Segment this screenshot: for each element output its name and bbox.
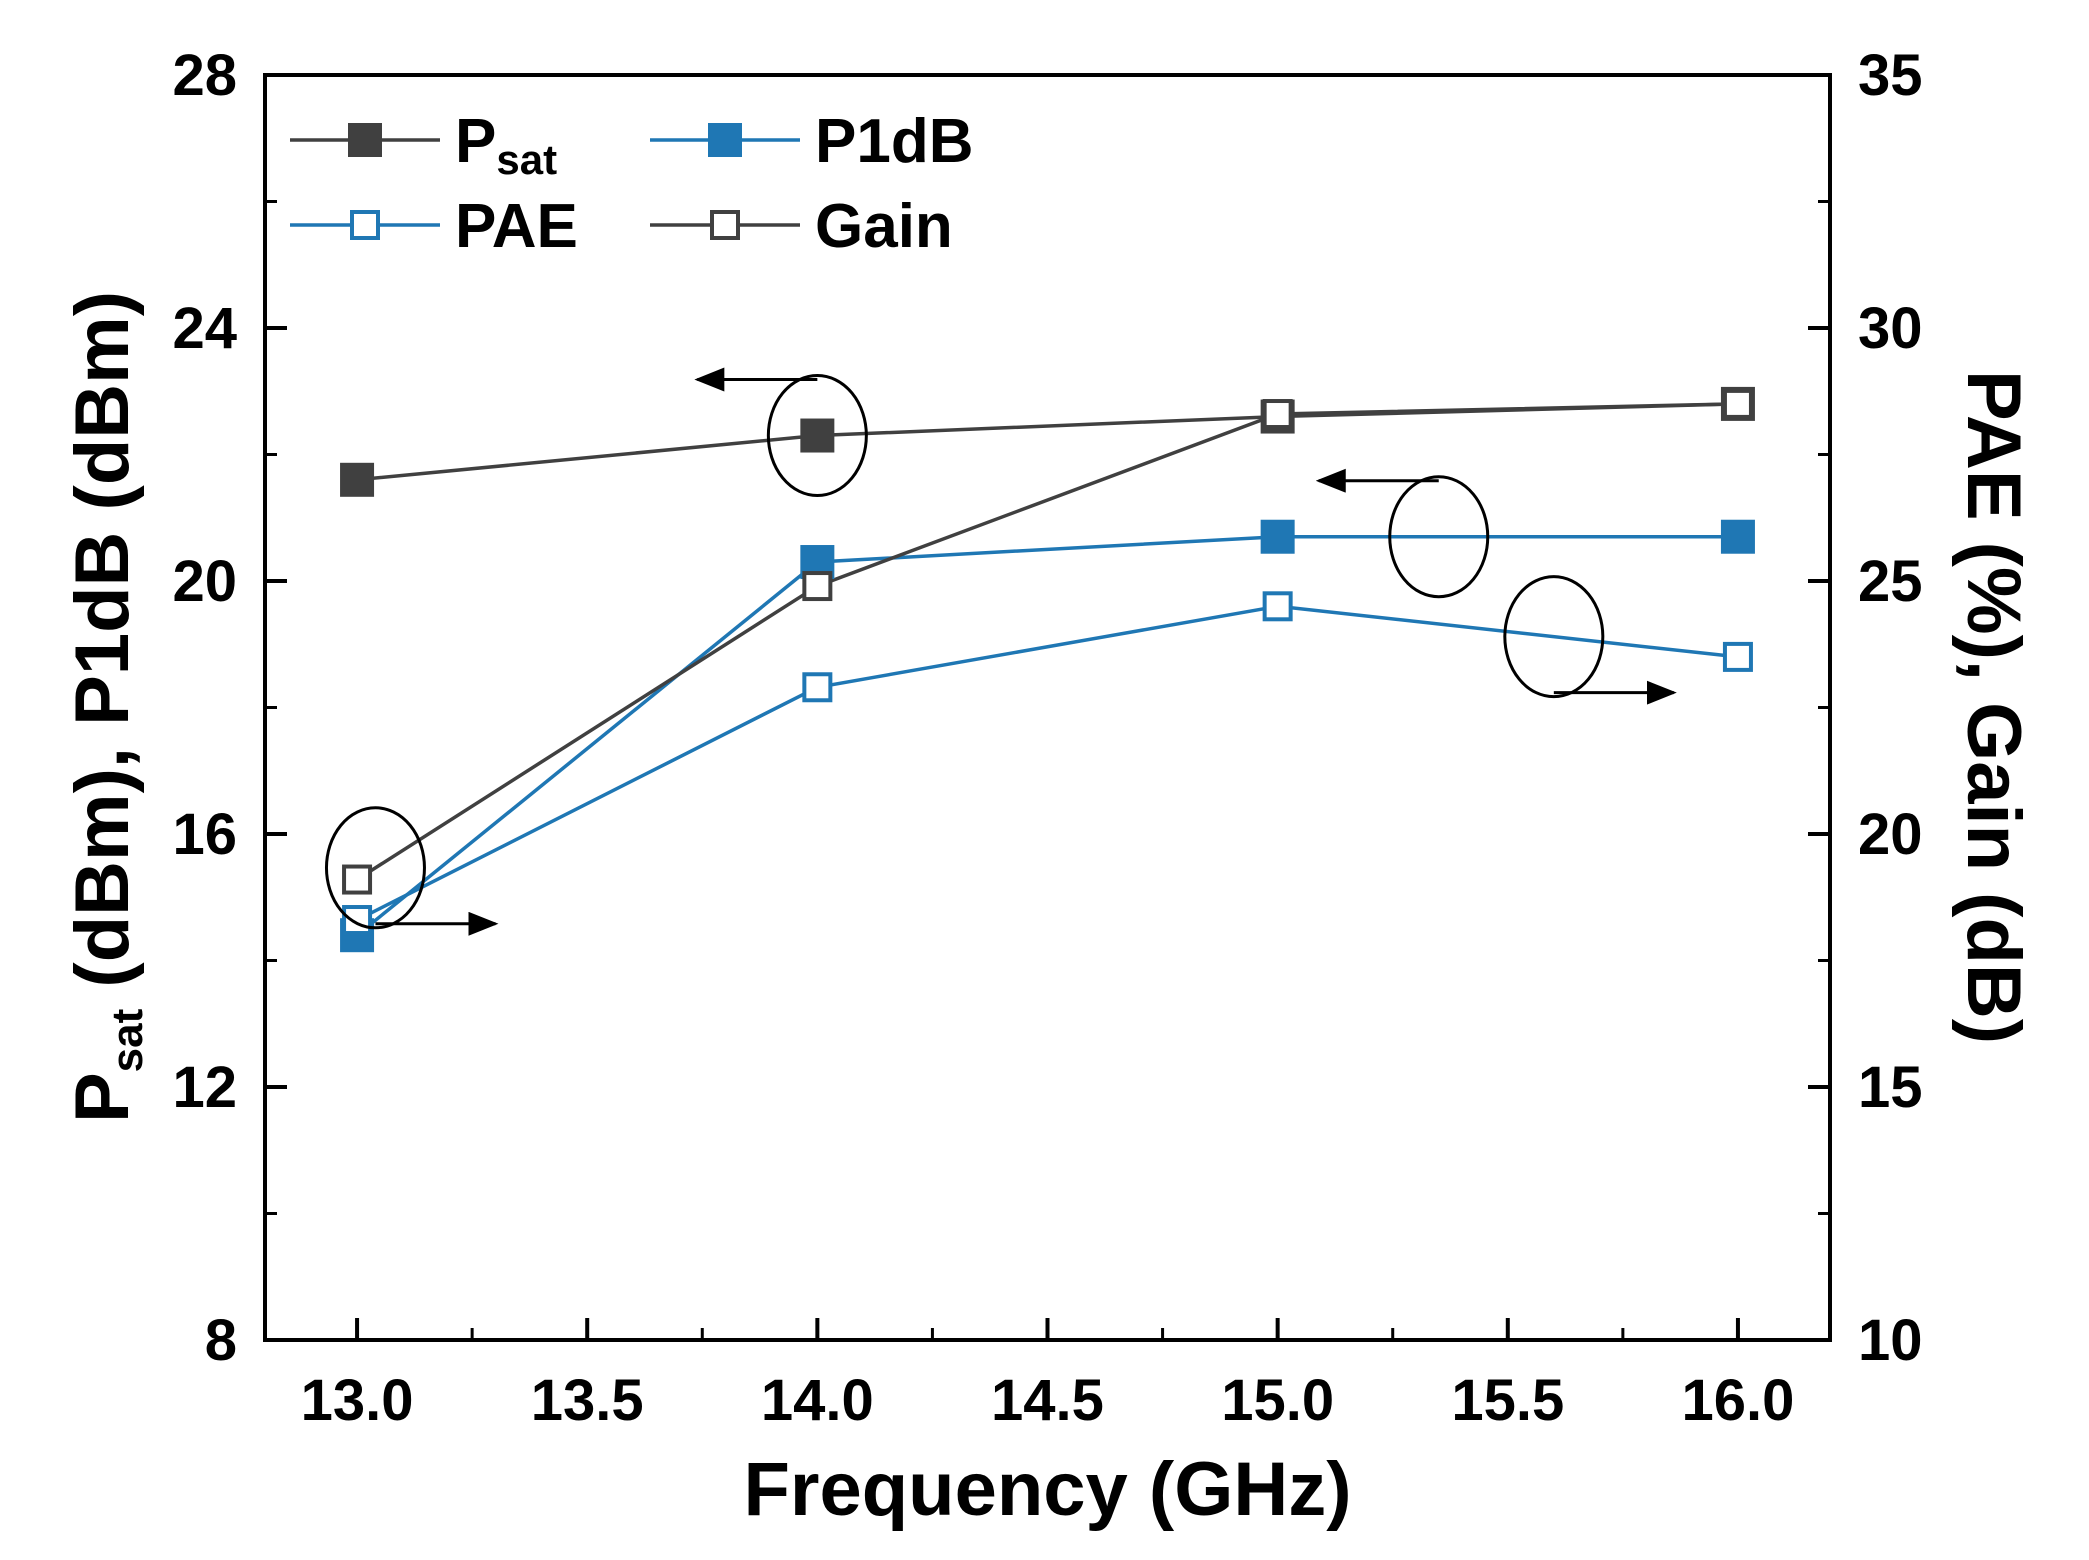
axis-ticks bbox=[265, 73, 1830, 1342]
annotation-layer bbox=[324, 367, 1677, 936]
legend-label-sub-psat: sat bbox=[496, 136, 557, 183]
series-layer bbox=[340, 386, 1755, 953]
legend-label-main-p1db: P1dB bbox=[815, 107, 973, 176]
right-y-tick-label-4: 30 bbox=[1858, 296, 1923, 361]
point-gain-0 bbox=[342, 864, 373, 895]
right-y-tick-label-1: 15 bbox=[1858, 1055, 1923, 1120]
point-gain-1 bbox=[802, 571, 833, 602]
right-y-tick-label-2: 20 bbox=[1858, 802, 1923, 867]
left-y-axis-title-sub: sat bbox=[103, 1008, 152, 1072]
legend-label-p1db: P1dB bbox=[815, 107, 973, 176]
legend-label-main-pae: PAE bbox=[455, 192, 578, 261]
point-gain-3 bbox=[1722, 388, 1753, 419]
series-line-p1db bbox=[355, 534, 1738, 937]
right-y-tick-label-3: 25 bbox=[1858, 549, 1923, 614]
point-pae-1 bbox=[802, 672, 833, 703]
right-y-tick-label-5: 35 bbox=[1858, 43, 1923, 108]
x-tick-label-3: 14.5 bbox=[991, 1368, 1104, 1433]
point-psat-0 bbox=[340, 462, 375, 497]
series-line-gain bbox=[356, 402, 1738, 882]
left-y-axis-title: Psat (dBm), P1dB (dBm) bbox=[60, 291, 152, 1123]
right-y-tick-label-0: 10 bbox=[1858, 1308, 1923, 1373]
left-y-tick-label-2: 16 bbox=[172, 802, 237, 867]
annotation-ellipse-psat bbox=[766, 374, 868, 498]
legend-label-gain: Gain bbox=[815, 192, 953, 261]
point-p1db-3 bbox=[1720, 519, 1755, 554]
legend-marker-p1db bbox=[708, 123, 742, 157]
left-y-tick-label-3: 20 bbox=[172, 549, 237, 614]
point-pae-3 bbox=[1722, 641, 1753, 672]
legend-label-main-psat: P bbox=[455, 107, 496, 176]
annotation-ellipse-p1db bbox=[1388, 475, 1490, 599]
x-tick-label-0: 13.0 bbox=[301, 1368, 414, 1433]
point-p1db-2 bbox=[1260, 519, 1295, 554]
left-y-tick-label-4: 24 bbox=[172, 296, 237, 361]
x-tick-label-4: 15.0 bbox=[1221, 1368, 1334, 1433]
annotation-ellipse-pae bbox=[1503, 575, 1605, 699]
annotation-ellipse-gain bbox=[324, 806, 426, 930]
x-tick-label-6: 16.0 bbox=[1681, 1368, 1794, 1433]
point-pae-0 bbox=[342, 905, 373, 936]
legend-marker-psat bbox=[348, 123, 382, 157]
legend-marker-pae bbox=[350, 210, 380, 240]
series-line-psat bbox=[356, 402, 1738, 482]
right-y-axis-title: PAE (%), Gain (dB) bbox=[1951, 370, 2036, 1044]
legend-label-pae: PAE bbox=[455, 192, 578, 261]
x-axis-title: Frequency (GHz) bbox=[743, 1447, 1351, 1532]
point-pae-2 bbox=[1262, 591, 1293, 622]
tick-labels: 13.0 13.5 14.0 14.5 15.0 15.5 16.0 8 12 16 20 24 28 1… bbox=[172, 43, 1922, 1433]
legend: Psat P1dB PAE Gain bbox=[290, 107, 973, 261]
left-y-tick-label-1: 12 bbox=[172, 1055, 237, 1120]
point-gain-2 bbox=[1262, 399, 1293, 430]
x-tick-label-1: 13.5 bbox=[531, 1368, 644, 1433]
left-y-tick-label-5: 28 bbox=[172, 43, 237, 108]
plot-frame bbox=[263, 73, 1832, 1342]
x-tick-label-2: 14.0 bbox=[761, 1368, 874, 1433]
left-y-axis-title-rest: (dBm), P1dB (dBm) bbox=[60, 291, 145, 1009]
left-y-axis-title-main: P bbox=[60, 1072, 145, 1123]
legend-marker-gain bbox=[710, 210, 740, 240]
point-psat-1 bbox=[800, 418, 835, 453]
x-tick-label-5: 15.5 bbox=[1451, 1368, 1564, 1433]
legend-label-psat: Psat bbox=[455, 107, 557, 183]
series-line-pae bbox=[356, 604, 1739, 922]
legend-label-main-gain: Gain bbox=[815, 192, 953, 261]
left-y-tick-label-0: 8 bbox=[205, 1308, 237, 1373]
